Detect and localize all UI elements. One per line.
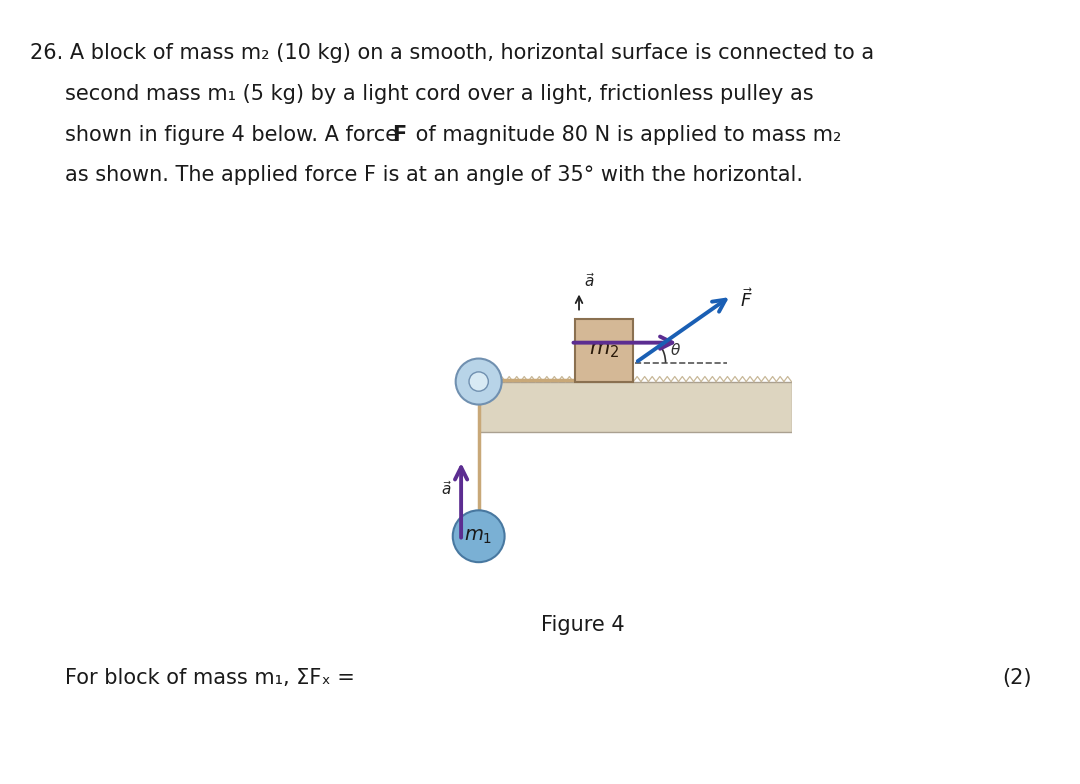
Text: shown in figure 4 below. A force: shown in figure 4 below. A force [65,125,405,145]
Text: second mass m₁ (5 kg) by a light cord over a light, frictionless pulley as: second mass m₁ (5 kg) by a light cord ov… [65,84,813,104]
Text: For block of mass m₁, ΣFₓ =: For block of mass m₁, ΣFₓ = [65,668,354,688]
Text: $\vec{F}$: $\vec{F}$ [740,289,753,311]
Text: of magnitude 80 N is applied to mass m₂: of magnitude 80 N is applied to mass m₂ [409,125,841,145]
Circle shape [469,372,488,391]
Text: $\vec{a}$: $\vec{a}$ [441,481,453,499]
Circle shape [453,510,504,562]
Circle shape [456,358,502,405]
Text: $\theta$: $\theta$ [670,342,680,358]
Text: as shown. The applied force F is at an angle of 35° with the horizontal.: as shown. The applied force F is at an a… [65,165,802,186]
Text: $\vec{a}$: $\vec{a}$ [584,271,595,289]
Text: (2): (2) [1002,668,1031,688]
Text: 26. A block of mass m₂ (10 kg) on a smooth, horizontal surface is connected to a: 26. A block of mass m₂ (10 kg) on a smoo… [30,43,875,64]
Bar [575,319,633,382]
Text: $m_1$: $m_1$ [464,527,492,546]
Text: Figure 4: Figure 4 [541,615,625,636]
Text: $m_2$: $m_2$ [589,340,619,360]
Bar [478,382,793,432]
Text: F: F [392,125,406,145]
